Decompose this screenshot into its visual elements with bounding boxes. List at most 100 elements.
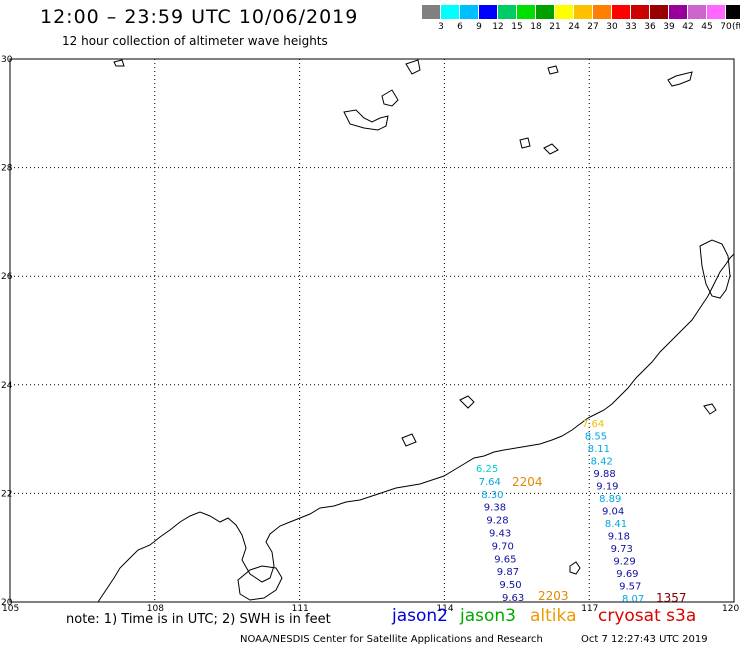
island-f [543, 143, 559, 155]
island-c [405, 59, 421, 75]
swh-value-east: 9.18 [608, 532, 630, 543]
legend-level-label: 33 [625, 22, 637, 32]
hainan-island [237, 565, 283, 601]
legend-swatch [631, 5, 649, 19]
swh-value-east: 7.64 [582, 419, 604, 430]
swh-value-west: 9.65 [494, 554, 516, 565]
legend-swatch [593, 5, 611, 19]
footer-note: note: 1) Time is in UTC; 2) SWH is in fe… [66, 612, 331, 627]
legend-level-label: 39 [663, 22, 675, 32]
longitude-tick-label: 111 [292, 604, 309, 614]
mission-cryosat-s3a: cryosat s3a [598, 606, 697, 626]
swh-value-east: 9.69 [616, 569, 638, 580]
latitude-tick-label: 24 [1, 381, 13, 391]
mainland-coastline [97, 253, 735, 603]
map-title: 12:00 – 23:59 UTC 10/06/2019 [40, 6, 359, 28]
island-e [519, 137, 531, 149]
pass-label-1357: 1357 [656, 591, 687, 605]
pratas-island [569, 561, 581, 575]
island-b [381, 89, 399, 107]
legend-level-label: 18 [530, 22, 542, 32]
longitude-tick-label: 105 [2, 604, 19, 614]
swh-value-east: 9.29 [613, 557, 635, 568]
legend-level-label: 24 [568, 22, 580, 32]
legend-level-label: 9 [476, 22, 482, 32]
legend-swatch [536, 5, 554, 19]
legend-level-label: 27 [587, 22, 599, 32]
latitude-tick-label: 28 [1, 164, 13, 174]
swh-value-east: 9.19 [596, 482, 618, 493]
swh-value-east: 8.11 [588, 444, 610, 455]
legend-swatch [422, 5, 440, 19]
track-east: 7.64 8.558.11 8.429.88 9.198.89 9.048.41 9.18… [582, 419, 644, 605]
taiwan-island [699, 239, 731, 299]
swh-value-east: 8.42 [591, 457, 613, 468]
legend-swatch [669, 5, 687, 19]
swh-value-east: 8.41 [605, 519, 627, 530]
longitude-tick-label: 117 [581, 604, 598, 614]
graticule [10, 59, 734, 602]
latitude-tick-label: 30 [1, 55, 13, 65]
swh-value-west: 9.50 [499, 580, 521, 591]
track-west: 6.25 7.64 8.30 9.38 9.28 9.439.70 9.65 9.87 9.50… [476, 464, 524, 604]
legend-level-label: 12 [492, 22, 504, 32]
legend-swatch [726, 5, 740, 19]
generation-timestamp: Oct 7 12:27:43 UTC 2019 [581, 634, 708, 645]
island-a [343, 109, 389, 131]
swh-value-east: 8.89 [599, 494, 621, 505]
legend-level-label: 15 [511, 22, 523, 32]
longitude-tick-label: 120 [722, 604, 739, 614]
swh-value-west: 9.43 [489, 529, 511, 540]
swh-value-east: 8.55 [585, 432, 607, 443]
island-k [113, 59, 125, 67]
legend-level-label: 70 [720, 22, 732, 32]
pass-label-2204: 2204 [512, 475, 543, 489]
island-g [547, 65, 559, 75]
swh-value-west: 9.70 [492, 541, 514, 552]
legend-swatch [498, 5, 516, 19]
latitude-tick-label: 22 [1, 489, 12, 499]
legend-swatch [650, 5, 668, 19]
swh-value-east: 9.73 [611, 544, 633, 555]
mission-jason2: jason2 [392, 606, 448, 626]
swh-value-east: 9.04 [602, 507, 624, 518]
longitude-tick-label: 108 [147, 604, 164, 614]
legend-swatch [441, 5, 459, 19]
legend-swatch [612, 5, 630, 19]
longitude-tick-label: 114 [436, 604, 453, 614]
plot-frame [9, 58, 735, 603]
swh-value-west: 9.38 [484, 503, 506, 514]
legend-swatch [555, 5, 573, 19]
pass-label-2203: 2203 [538, 589, 569, 603]
swh-value-west: 9.28 [486, 516, 508, 527]
legend-level-label: 30 [606, 22, 618, 32]
map-subtitle: 12 hour collection of altimeter wave hei… [62, 34, 328, 48]
swh-value-west: 7.64 [479, 477, 501, 488]
legend-level-label: 36 [644, 22, 656, 32]
swh-value-east: 9.88 [593, 469, 615, 480]
mission-jason3: jason3 [460, 606, 516, 626]
island-d [667, 71, 693, 87]
island-h [459, 395, 475, 409]
swh-value-west: 9.87 [497, 567, 519, 578]
legend-swatch [460, 5, 478, 19]
legend-level-label: 6 [457, 22, 463, 32]
swh-value-east: 8.07 [622, 594, 644, 605]
legend-swatch [707, 5, 725, 19]
legend-level-label: 21 [549, 22, 561, 32]
swh-value-east: 9.57 [619, 582, 641, 593]
island-j [401, 433, 417, 447]
swh-value-west: 6.25 [476, 464, 498, 475]
latitude-tick-label: 20 [1, 598, 13, 608]
legend-level-label: 3 [438, 22, 444, 32]
credit-line: NOAA/NESDIS Center for Satellite Applica… [240, 634, 543, 645]
legend-level-label: 42 [682, 22, 694, 32]
legend-swatch [574, 5, 592, 19]
swh-value-west: 9.63 [502, 593, 524, 604]
legend-swatch [688, 5, 706, 19]
legend-level-label: 45 [701, 22, 713, 32]
swh-value-west: 8.30 [481, 490, 503, 501]
legend-swatch [479, 5, 497, 19]
